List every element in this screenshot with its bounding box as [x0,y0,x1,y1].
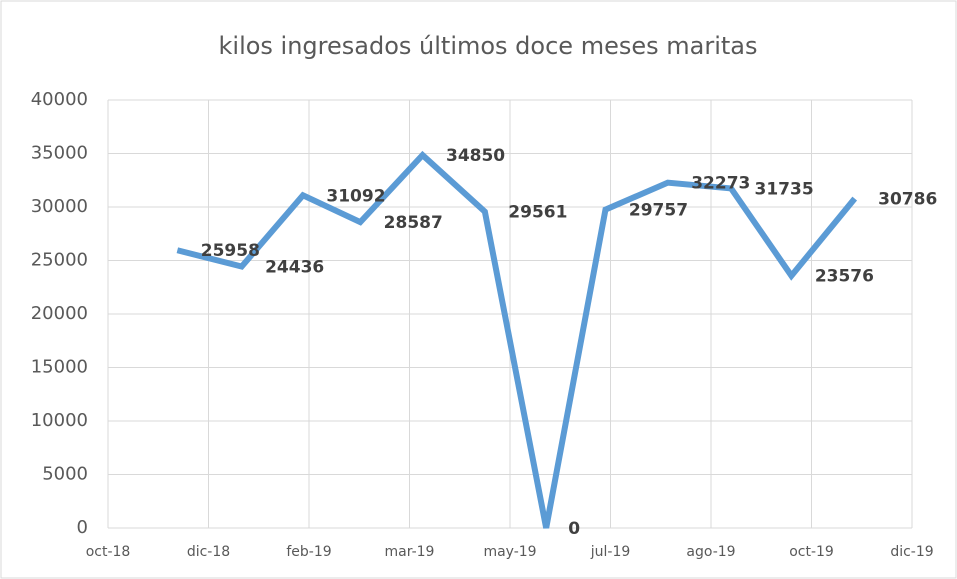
x-tick-label: may-19 [483,544,536,560]
data-label: 29757 [629,201,688,221]
data-label: 28587 [384,213,443,233]
y-tick-label: 0 [77,517,88,538]
y-tick-label: 25000 [31,250,88,271]
data-label: 23576 [815,267,874,287]
y-tick-label: 5000 [42,464,88,485]
data-label: 34850 [446,146,505,166]
x-tick-label: feb-19 [286,544,331,560]
x-tick-label: mar-19 [385,544,435,560]
data-label: 24436 [265,258,324,278]
x-tick-label: jul-19 [590,544,631,560]
x-tick-label: oct-18 [86,544,131,560]
y-tick-label: 10000 [31,410,88,431]
data-label: 29561 [508,203,567,223]
y-tick-label: 30000 [31,196,88,217]
x-tick-label: oct-19 [789,544,834,560]
y-tick-label: 20000 [31,303,88,324]
chart-title: kilos ingresados últimos doce meses mari… [219,32,758,60]
data-label: 25958 [201,241,260,261]
x-tick-label: dic-19 [890,544,933,560]
data-label: 31735 [755,179,814,199]
data-label: 32273 [691,174,750,194]
y-tick-label: 35000 [31,143,88,164]
data-line [176,150,858,529]
data-label: 0 [568,519,580,539]
y-tick-label: 15000 [31,357,88,378]
data-label: 30786 [878,190,937,210]
data-label: 31092 [326,186,385,206]
y-tick-label: 40000 [31,89,88,110]
x-tick-label: ago-19 [686,544,735,560]
x-tick-label: dic-18 [187,544,230,560]
